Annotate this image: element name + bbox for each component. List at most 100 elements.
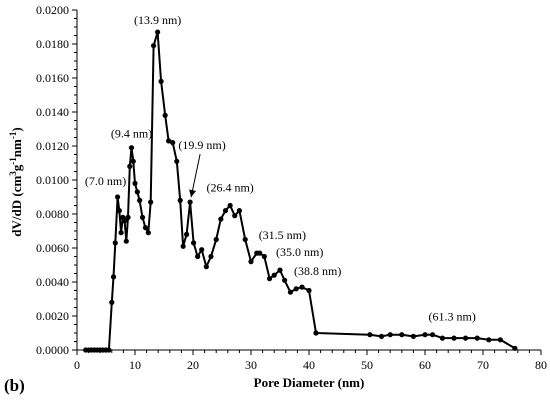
annotations: (13.9 nm) (9.4 nm) (19.9 nm) (7.0 nm) (26.4 …: [85, 13, 476, 324]
x-tick-label: 0: [74, 358, 80, 372]
x-tick-label: 10: [129, 358, 141, 372]
data-point: [213, 236, 219, 243]
data-point: [261, 253, 267, 260]
data-point: [313, 330, 319, 336]
data-point: [203, 264, 209, 270]
y-tick-label: 0.0120: [36, 139, 69, 153]
peak-annotation: (9.4 nm): [111, 127, 152, 141]
data-point: [162, 112, 168, 118]
data-point: [218, 216, 224, 222]
y-tick-label: 0.0200: [36, 3, 69, 17]
data-point: [293, 286, 299, 292]
data-point: [512, 345, 518, 351]
y-tick-label: 0.0080: [36, 207, 69, 221]
data-point: [128, 145, 135, 151]
data-point: [242, 236, 248, 243]
x-tick-label: 60: [419, 358, 431, 372]
data-point: [132, 180, 138, 186]
peak-annotation: (7.0 nm): [85, 174, 126, 188]
data-point: [227, 202, 233, 209]
y-tick-label: 0.0140: [36, 105, 69, 119]
y-tick-label: 0.0040: [36, 275, 69, 289]
y-axis-title-mid2: nm: [9, 139, 24, 157]
x-tick-label: 20: [187, 358, 199, 372]
data-point: [127, 163, 133, 169]
data-point: [134, 189, 140, 195]
data-point: [232, 213, 238, 219]
y-tick-label: 0.0020: [36, 309, 69, 323]
peak-annotation: (31.5 nm): [259, 228, 306, 242]
y-tick-label: 0.0000: [36, 343, 69, 357]
data-point: [166, 138, 172, 144]
data-point: [474, 335, 480, 341]
annotation-arrowhead: [189, 189, 196, 198]
data-point: [148, 199, 154, 205]
data-point: [306, 287, 312, 294]
data-point: [451, 335, 457, 341]
data-point: [497, 337, 503, 343]
x-axis-title: Pore Diameter (nm): [254, 375, 365, 390]
data-point: [155, 29, 161, 35]
data-point: [109, 299, 115, 305]
annotation-arrow-line: [190, 153, 201, 198]
data-point: [112, 240, 118, 246]
data-point: [184, 231, 190, 237]
data-point: [299, 284, 305, 290]
y-tick-label: 0.0180: [36, 37, 69, 51]
data-point: [367, 332, 373, 338]
peak-annotation: (61.3 nm): [429, 310, 476, 324]
y-axis-title-sup3: -1: [8, 131, 18, 139]
data-point: [121, 218, 128, 224]
data-point: [257, 250, 263, 256]
data-point: [125, 214, 131, 220]
axes: [76, 10, 541, 351]
data-point: [287, 289, 294, 295]
peak-annotation: (26.4 nm): [206, 181, 253, 195]
data-point: [266, 276, 273, 282]
data-point: [486, 337, 492, 343]
peak-annotation: (38.8 nm): [294, 264, 341, 278]
y-tick-label: 0.0060: [36, 241, 69, 255]
data-point: [174, 158, 180, 164]
data-point: [180, 243, 186, 249]
data-point: [106, 347, 112, 353]
data-point: [222, 208, 229, 214]
series: [83, 29, 518, 353]
data-point: [439, 335, 445, 341]
y-axis-title-sup1: 3: [8, 171, 18, 176]
x-tick-label: 80: [535, 358, 547, 372]
data-point: [158, 78, 164, 84]
data-point: [463, 335, 469, 341]
data-point: [170, 140, 176, 146]
data-point: [150, 43, 157, 49]
data-point: [139, 214, 146, 220]
series-line: [85, 31, 516, 351]
y-axis-title-mid1: g: [9, 164, 24, 171]
y-axis-title-prefix: dV/dD (cm: [9, 176, 24, 237]
x-tick-label: 40: [303, 358, 315, 372]
y-axis-title-suffix: ): [9, 127, 24, 131]
data-point: [271, 272, 277, 278]
data-point: [195, 253, 201, 260]
data-point: [248, 259, 254, 265]
data-point: [199, 247, 205, 253]
y-tick-label: 0.0160: [36, 71, 69, 85]
data-point: [236, 208, 242, 214]
data-point: [422, 332, 428, 338]
y-axis-title: dV/dD (cm3g-1nm-1): [8, 127, 24, 236]
data-point: [282, 277, 288, 283]
x-tick-label: 70: [477, 358, 489, 372]
peak-annotation: (13.9 nm): [134, 13, 181, 27]
panel-label: (b): [4, 376, 25, 395]
data-point: [130, 158, 136, 164]
data-point: [110, 274, 117, 280]
x-tick-label: 50: [361, 358, 373, 372]
data-point: [187, 199, 193, 205]
data-point: [378, 333, 385, 339]
data-point: [410, 333, 416, 339]
data-point: [190, 240, 197, 246]
data-point: [115, 194, 121, 200]
peak-annotation: (19.9 nm): [178, 138, 225, 152]
